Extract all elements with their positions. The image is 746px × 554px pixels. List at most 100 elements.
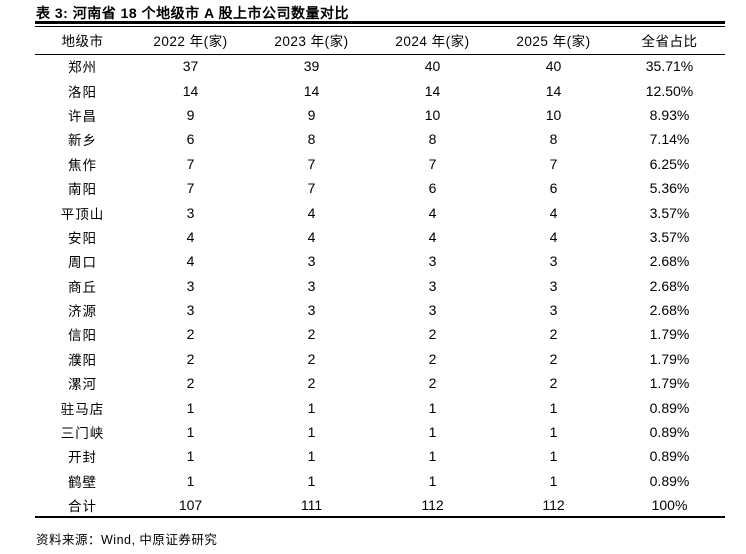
total-row: 合计 107 111 112 112 100% (35, 493, 725, 517)
table-row: 周口 4 3 3 3 2.68% (35, 249, 725, 273)
city-cell: 驻马店 (60, 401, 105, 417)
value-cell: 1.79% (649, 375, 690, 392)
table-body: 郑州 37 39 40 40 35.71% 洛阳 14 14 14 14 12.50% 许昌 9 9 10 10… (35, 54, 725, 517)
value-cell: 0.89% (649, 424, 690, 441)
column-header: 2022 年(家) (153, 34, 228, 50)
value-cell: 14 (424, 82, 441, 99)
source-note: 资料来源：Wind, 中原证券研究 (36, 533, 218, 547)
value-cell: 112 (421, 496, 444, 513)
value-cell: 3 (307, 302, 316, 319)
value-cell: 2.68% (649, 277, 690, 294)
value-cell: 39 (303, 58, 320, 75)
value-cell: 0.89% (649, 472, 690, 489)
value-cell: 7 (549, 155, 558, 172)
column-header: 2024 年(家) (395, 34, 470, 50)
column-header: 2023 年(家) (274, 34, 349, 50)
value-cell: 1 (307, 424, 316, 441)
value-cell: 4 (549, 204, 558, 221)
value-cell: 3.57% (649, 204, 690, 221)
value-cell: 8 (428, 131, 437, 148)
value-cell: 2.68% (649, 302, 690, 319)
city-cell: 漯河 (68, 377, 97, 393)
value-cell: 1 (428, 424, 437, 441)
city-cell: 三门峡 (60, 426, 105, 442)
value-cell: 3.57% (649, 228, 690, 245)
value-cell: 1.79% (649, 326, 690, 343)
column-header: 2025 年(家) (516, 34, 591, 50)
value-cell: 1 (428, 399, 437, 416)
value-cell: 4 (428, 228, 437, 245)
value-cell: 10 (424, 106, 441, 123)
city-cell: 新乡 (68, 133, 97, 149)
value-cell: 1 (307, 472, 316, 489)
value-cell: 1.79% (649, 350, 690, 367)
value-cell: 8 (549, 131, 558, 148)
value-cell: 3 (549, 277, 558, 294)
city-cell: 南阳 (68, 182, 97, 198)
city-cell: 濮阳 (68, 352, 97, 368)
value-cell: 107 (178, 496, 203, 513)
value-cell: 6 (186, 131, 195, 148)
value-cell: 10 (545, 106, 562, 123)
value-cell: 9 (307, 106, 316, 123)
value-cell: 2 (307, 326, 316, 343)
table-row: 驻马店 1 1 1 1 0.89% (35, 395, 725, 419)
value-cell: 3 (307, 277, 316, 294)
table-row: 郑州 37 39 40 40 35.71% (35, 54, 725, 78)
value-cell: 3 (549, 253, 558, 270)
city-cell: 周口 (68, 255, 97, 271)
value-cell: 7 (186, 180, 195, 197)
city-cell: 信阳 (68, 328, 97, 344)
value-cell: 2.68% (649, 253, 690, 270)
table-row: 濮阳 2 2 2 2 1.79% (35, 347, 725, 371)
value-cell: 3 (428, 253, 437, 270)
table-row: 安阳 4 4 4 4 3.57% (35, 225, 725, 249)
value-cell: 4 (549, 228, 558, 245)
table-row: 漯河 2 2 2 2 1.79% (35, 371, 725, 395)
value-cell: 3 (428, 302, 437, 319)
table-row: 新乡 6 8 8 8 7.14% (35, 127, 725, 151)
table-row: 信阳 2 2 2 2 1.79% (35, 322, 725, 346)
value-cell: 1 (428, 472, 437, 489)
value-cell: 1 (186, 448, 195, 465)
value-cell: 1 (307, 448, 316, 465)
city-cell: 商丘 (68, 279, 97, 295)
table-row: 三门峡 1 1 1 1 0.89% (35, 420, 725, 444)
value-cell: 1 (549, 424, 558, 441)
listed-companies-table: 地级市 2022 年(家) 2023 年(家) 2024 年(家) 2025 年(家) 全… (35, 27, 725, 519)
city-cell: 焦作 (68, 157, 97, 173)
value-cell: 4 (186, 228, 195, 245)
value-cell: 7 (186, 155, 195, 172)
value-cell: 12.50% (645, 82, 694, 99)
value-cell: 37 (182, 58, 199, 75)
table-row: 开封 1 1 1 1 0.89% (35, 444, 725, 468)
value-cell: 1 (428, 448, 437, 465)
value-cell: 2 (186, 326, 195, 343)
value-cell: 6 (549, 180, 558, 197)
value-cell: 3 (428, 277, 437, 294)
value-cell: 4 (428, 204, 437, 221)
value-cell: 1 (307, 399, 316, 416)
value-cell: 3 (186, 302, 195, 319)
value-cell: 1 (549, 399, 558, 416)
table-row: 商丘 3 3 3 3 2.68% (35, 274, 725, 298)
column-header: 全省占比 (641, 34, 698, 50)
value-cell: 8 (307, 131, 316, 148)
value-cell: 0.89% (649, 448, 690, 465)
value-cell: 7.14% (649, 131, 690, 148)
table-row: 济源 3 3 3 3 2.68% (35, 298, 725, 322)
value-cell: 1 (186, 472, 195, 489)
value-cell: 3 (186, 204, 195, 221)
value-cell: 1 (186, 424, 195, 441)
city-cell: 平顶山 (60, 206, 105, 222)
column-header: 地级市 (61, 34, 104, 50)
table-row: 南阳 7 7 6 6 5.36% (35, 176, 725, 200)
value-cell: 1 (549, 448, 558, 465)
table-header-row: 地级市 2022 年(家) 2023 年(家) 2024 年(家) 2025 年(家) 全… (35, 27, 725, 54)
value-cell: 35.71% (645, 58, 694, 75)
table-title: 表 3: 河南省 18 个地级市 A 股上市公司数量对比 (36, 5, 349, 21)
value-cell: 4 (186, 253, 195, 270)
value-cell: 2 (186, 375, 195, 392)
value-cell: 0.89% (649, 399, 690, 416)
